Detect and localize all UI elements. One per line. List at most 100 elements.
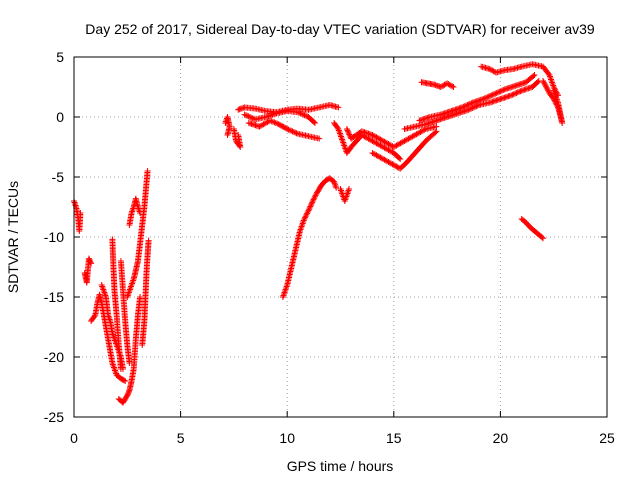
data-point: [302, 112, 309, 119]
data-point: [311, 195, 318, 202]
x-tick-label: 10: [279, 430, 295, 446]
data-point: [542, 82, 549, 88]
data-point: [304, 209, 311, 215]
data-point: [488, 92, 495, 99]
data-point: [472, 103, 479, 110]
data-points: [71, 61, 566, 406]
data-segment: [418, 79, 457, 90]
data-point: [550, 87, 557, 94]
data-point: [541, 80, 548, 87]
y-tick-label: -25: [44, 409, 64, 425]
data-point: [334, 124, 341, 131]
data-point: [308, 202, 314, 209]
y-tick-label: -15: [44, 289, 64, 305]
data-point: [534, 79, 541, 85]
data-segment: [88, 291, 129, 384]
x-tick-label: 0: [70, 430, 78, 446]
data-point: [531, 72, 538, 78]
data-point: [307, 203, 314, 210]
data-point: [310, 119, 317, 125]
data-point: [302, 214, 308, 221]
data-point: [308, 200, 315, 207]
data-point: [309, 199, 316, 206]
data-point: [516, 88, 523, 95]
data-point: [460, 103, 467, 110]
data-point: [508, 92, 515, 99]
data-point: [389, 161, 396, 168]
data-segment: [369, 128, 440, 172]
data-point: [274, 120, 281, 127]
data-point: [244, 112, 251, 119]
data-point: [468, 100, 475, 107]
data-point: [499, 87, 505, 94]
data-point: [310, 196, 317, 203]
data-segment: [109, 236, 124, 372]
data-point: [88, 260, 95, 267]
data-point: [539, 234, 545, 241]
data-point: [145, 237, 152, 244]
data-segment: [279, 175, 340, 300]
data-point: [441, 81, 448, 88]
data-point: [271, 119, 278, 126]
data-point: [500, 87, 507, 93]
data-segment: [81, 255, 95, 286]
data-point: [289, 128, 296, 135]
data-point: [91, 313, 98, 320]
data-point: [333, 184, 340, 191]
x-tick-label: 25: [599, 430, 615, 446]
data-point: [447, 82, 454, 89]
chart-title: Day 252 of 2017, Sidereal Day-to-day VTE…: [85, 21, 595, 37]
data-segment: [241, 108, 318, 126]
data-point: [290, 129, 297, 135]
data-point: [437, 84, 444, 90]
data-point: [433, 128, 440, 135]
data-point: [497, 88, 504, 95]
data-point: [542, 83, 549, 90]
data-point: [122, 378, 129, 384]
data-point: [293, 130, 300, 137]
y-tick-label: 5: [56, 49, 64, 65]
data-point: [396, 155, 403, 161]
data-point: [421, 126, 428, 133]
data-point: [512, 90, 519, 97]
data-point: [346, 131, 353, 138]
grid: [74, 57, 607, 417]
data-point: [284, 126, 291, 132]
data-point: [346, 186, 352, 192]
data-point: [302, 213, 309, 220]
data-point: [483, 94, 489, 101]
data-point: [397, 156, 404, 162]
data-point: [484, 94, 491, 101]
data-point: [495, 89, 501, 96]
data-point: [286, 127, 293, 134]
data-point: [345, 130, 352, 137]
data-point: [432, 129, 439, 136]
data-point: [540, 79, 547, 86]
data-point: [466, 106, 473, 113]
data-point: [514, 89, 521, 96]
data-point: [311, 193, 318, 200]
data-segment: [540, 78, 566, 126]
data-point: [235, 132, 242, 138]
data-point: [468, 105, 475, 112]
data-point: [491, 91, 497, 98]
data-point: [489, 91, 496, 98]
data-point: [530, 73, 537, 79]
data-point: [492, 90, 499, 97]
data-segment: [124, 168, 151, 300]
data-point: [545, 87, 551, 94]
data-point: [465, 106, 472, 113]
data-segment: [115, 294, 144, 406]
y-tick-label: -20: [44, 349, 64, 365]
x-tick-label: 15: [386, 430, 402, 446]
data-point: [496, 88, 503, 95]
data-point: [300, 111, 307, 118]
data-point: [248, 114, 255, 121]
data-segment: [71, 198, 84, 234]
data-segment: [343, 123, 440, 150]
y-tick-label: 0: [56, 109, 64, 125]
data-point: [224, 132, 231, 138]
data-point: [480, 96, 487, 102]
data-segment: [222, 114, 233, 138]
